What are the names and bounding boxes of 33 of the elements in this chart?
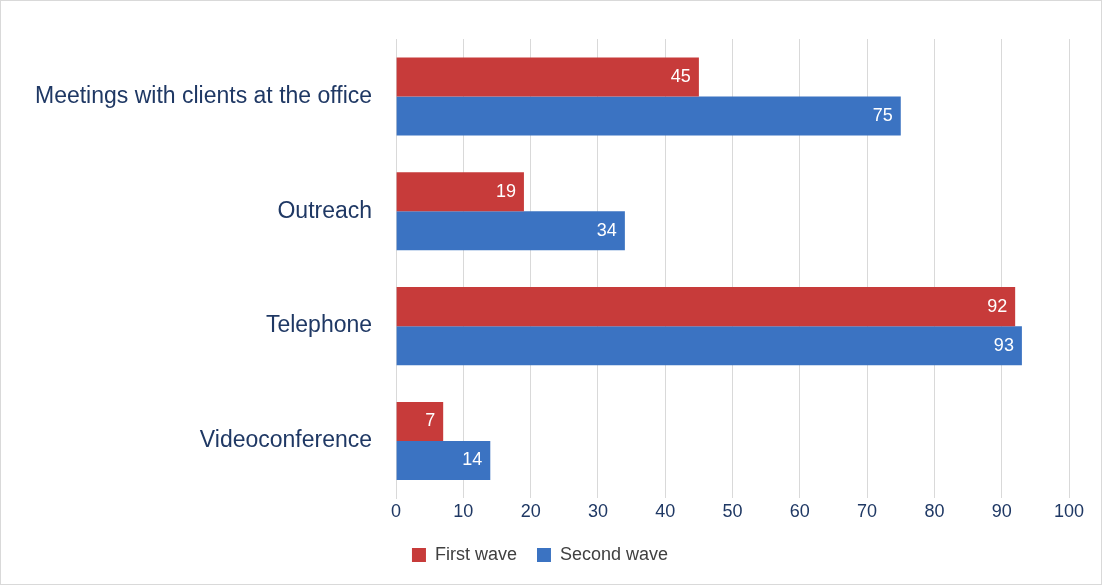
x-tick-label: 60: [789, 501, 810, 522]
x-tick-label: 100: [1053, 501, 1085, 522]
data-label: 19: [495, 180, 516, 201]
legend-label: First wave: [434, 543, 517, 564]
data-label: 14: [462, 449, 483, 470]
data-label: 93: [993, 334, 1014, 355]
y-tick-label: Telephone: [265, 311, 373, 338]
x-tick-label: 0: [391, 501, 402, 522]
legend-label: Second wave: [559, 543, 669, 564]
data-label: 45: [670, 65, 691, 86]
bar: [396, 440, 491, 481]
y-tick-label: Videoconference: [199, 426, 373, 453]
data-label: 75: [872, 104, 893, 125]
x-tick-label: 70: [857, 501, 878, 522]
bar: [396, 57, 699, 97]
x-tick-label: 90: [991, 501, 1012, 522]
bar: [396, 211, 625, 251]
x-tick-label: 10: [453, 501, 474, 522]
data-label: 34: [596, 219, 617, 240]
y-tick-label: Meetings with clients at the office: [34, 81, 373, 108]
x-tick-label: 30: [587, 501, 608, 522]
bar: [396, 326, 1022, 366]
data-label: 92: [987, 295, 1008, 316]
y-tick-label: Outreach: [277, 196, 373, 223]
bar: [396, 287, 1016, 327]
bar: [396, 172, 524, 212]
x-tick-label: 50: [722, 501, 743, 522]
x-tick-label: 40: [655, 501, 676, 522]
x-tick-label: 80: [924, 501, 945, 522]
bar: [396, 96, 901, 136]
bar: [396, 401, 444, 441]
data-label: 7: [425, 410, 436, 431]
x-tick-label: 20: [520, 501, 541, 522]
